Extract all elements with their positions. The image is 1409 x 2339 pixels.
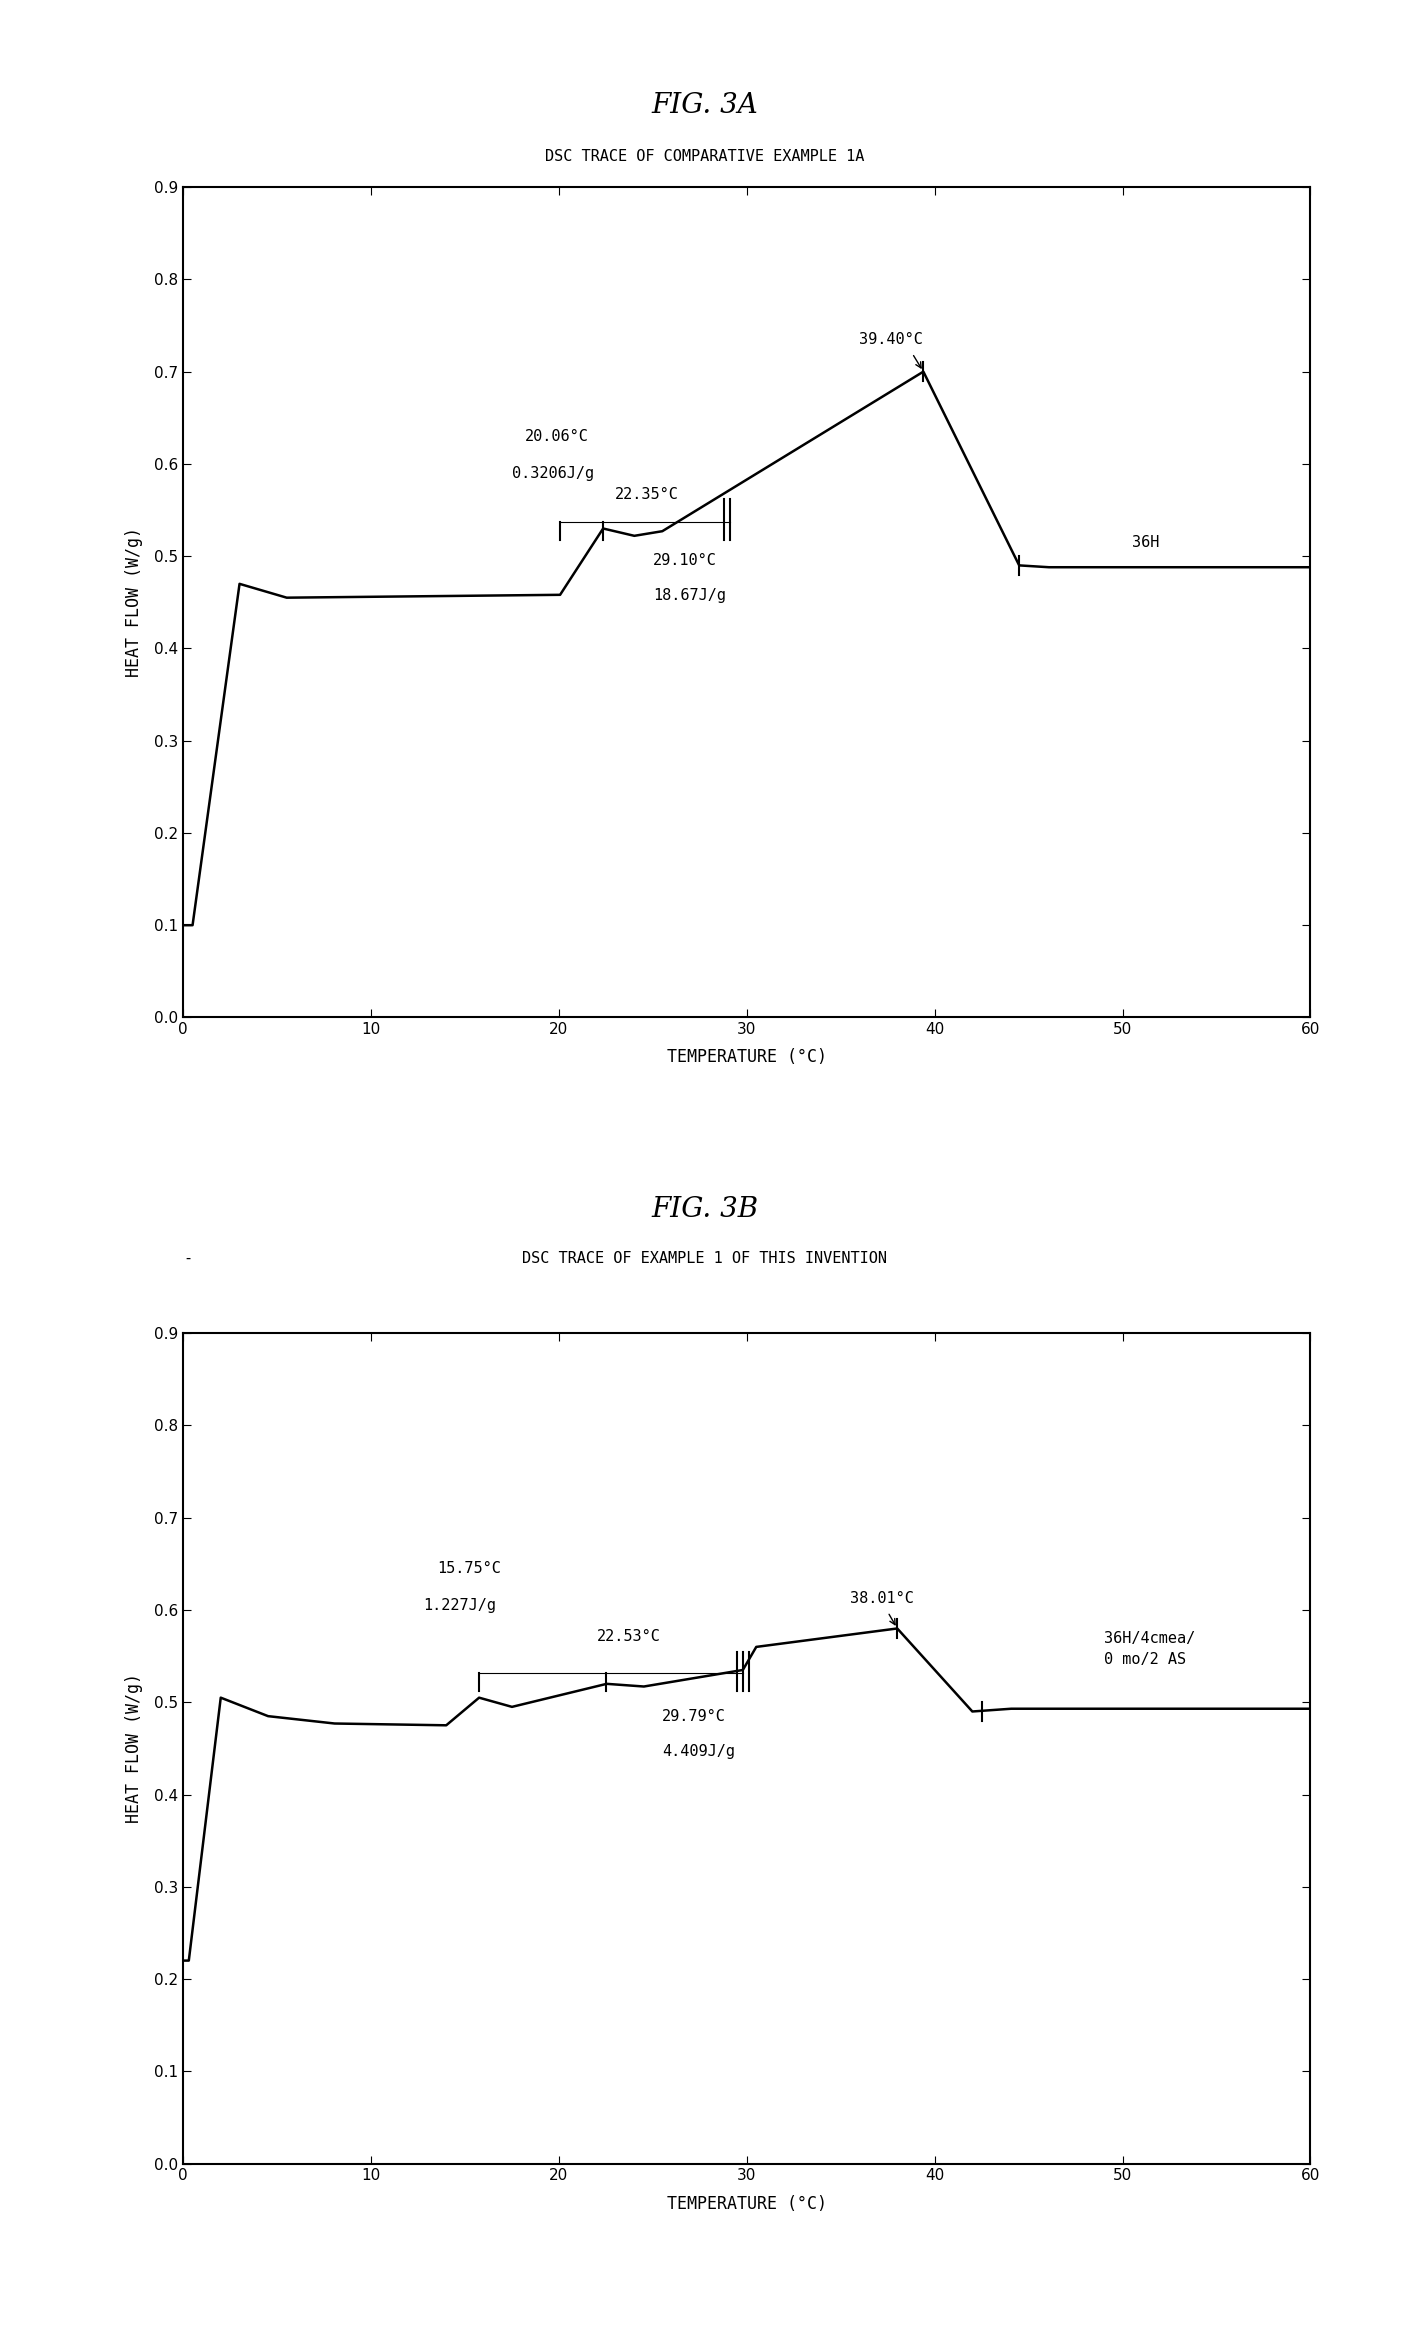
Text: 38.01°C: 38.01°C — [850, 1591, 914, 1605]
X-axis label: TEMPERATURE (°C): TEMPERATURE (°C) — [666, 2194, 827, 2213]
Text: 18.67J/g: 18.67J/g — [652, 589, 726, 603]
Text: 20.06°C: 20.06°C — [526, 428, 589, 444]
Text: DSC TRACE OF COMPARATIVE EXAMPLE 1A: DSC TRACE OF COMPARATIVE EXAMPLE 1A — [545, 150, 864, 164]
Text: 22.53°C: 22.53°C — [596, 1630, 661, 1644]
Text: 15.75°C: 15.75°C — [437, 1560, 500, 1576]
X-axis label: TEMPERATURE (°C): TEMPERATURE (°C) — [666, 1048, 827, 1067]
Text: 22.35°C: 22.35°C — [616, 487, 679, 503]
Text: 1.227J/g: 1.227J/g — [424, 1598, 496, 1614]
Text: 29.79°C: 29.79°C — [662, 1710, 726, 1724]
Y-axis label: HEAT FLOW (W/g): HEAT FLOW (W/g) — [125, 526, 142, 678]
Text: FIG. 3A: FIG. 3A — [651, 91, 758, 119]
Text: 39.40°C: 39.40°C — [859, 332, 923, 346]
Text: FIG. 3B: FIG. 3B — [651, 1195, 758, 1223]
Text: 36H/4cmea/
0 mo/2 AS: 36H/4cmea/ 0 mo/2 AS — [1103, 1630, 1195, 1668]
Text: 4.409J/g: 4.409J/g — [662, 1745, 735, 1759]
Text: 0.3206J/g: 0.3206J/g — [511, 465, 595, 482]
Y-axis label: HEAT FLOW (W/g): HEAT FLOW (W/g) — [125, 1672, 142, 1824]
Text: 29.10°C: 29.10°C — [652, 554, 717, 568]
Text: DSC TRACE OF EXAMPLE 1 OF THIS INVENTION: DSC TRACE OF EXAMPLE 1 OF THIS INVENTION — [521, 1251, 888, 1265]
Text: -: - — [183, 1251, 192, 1265]
Text: 36H: 36H — [1131, 536, 1160, 550]
